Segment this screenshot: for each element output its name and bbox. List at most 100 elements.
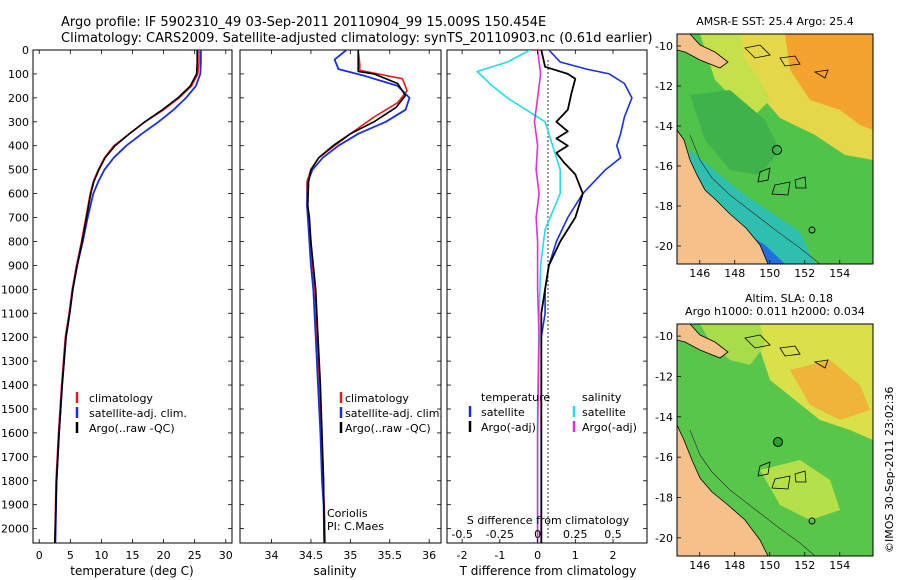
salinity-panel xyxy=(239,49,442,544)
sla-isobath xyxy=(689,429,816,556)
legend-label-argo: Argo(..raw -QC) xyxy=(345,422,431,435)
map-y-tick-label: -18 xyxy=(655,491,673,504)
depth-axis: 0 100 200 300 400 500 600 700 800 900 1000 1100 1200… xyxy=(1,44,647,536)
t-difference-label: T difference from climatology xyxy=(459,564,637,578)
sst-map-frame xyxy=(676,33,874,265)
x-tick-label: 36 xyxy=(422,549,436,562)
series-line-climatology xyxy=(54,50,200,543)
legend-temperature-header: temperature xyxy=(481,391,550,404)
x-tick-label: -2 xyxy=(457,549,468,562)
sla-reefs xyxy=(757,461,807,490)
legend-label-salinity-argo: Argo(-adj) xyxy=(582,421,637,434)
x-tick-label: -1 xyxy=(494,549,505,562)
sla-map-axes: -10 -12 -14 -16 -18 -20 146 148 150 152 154 xyxy=(655,330,850,572)
legend-label-satellite-adj: satellite-adj. clim. xyxy=(345,407,443,420)
depth-tick-label: 0 xyxy=(22,44,29,57)
s-difference-tick-label: 0.5 xyxy=(604,528,622,541)
depth-tick-label: 1700 xyxy=(1,451,29,464)
map-x-tick-label: 146 xyxy=(689,559,710,572)
x-tick-label: 34 xyxy=(265,549,279,562)
depth-tick-label: 700 xyxy=(8,212,29,225)
sla-light-patch xyxy=(760,460,840,520)
map-x-tick-label: 146 xyxy=(689,267,710,280)
x-tick-label: 30 xyxy=(219,549,233,562)
x-tick-label: 5 xyxy=(67,549,74,562)
legend-salinity-header: salinity xyxy=(582,391,622,404)
legend-label-climatology: climatology xyxy=(345,392,409,405)
map-x-tick-label: 150 xyxy=(759,267,780,280)
x-tick-label: 10 xyxy=(94,549,108,562)
title-line-2: Climatology: CARS2009. Satellite-adjuste… xyxy=(61,31,653,46)
sla-map xyxy=(677,324,873,556)
legend-label-climatology: climatology xyxy=(89,392,153,405)
map-y-tick-label: -14 xyxy=(655,120,673,133)
depth-tick-label: 1400 xyxy=(1,379,29,392)
series-line-argo-raw-qc xyxy=(54,50,198,543)
depth-tick-label: 800 xyxy=(8,235,29,248)
salinity-x-axis: 34 34.5 35 35.5 36 xyxy=(265,50,436,562)
sla-secondary-marker xyxy=(808,517,816,525)
legend-label-temperature-argo: Argo(-adj) xyxy=(481,421,536,434)
depth-tick-label: 1500 xyxy=(1,403,29,416)
sla-map-title-line-1: Altim. SLA: 0.18 xyxy=(745,292,833,305)
series-line-temperature-satellite xyxy=(540,50,633,543)
map-x-tick-label: 154 xyxy=(829,267,850,280)
map-x-tick-label: 148 xyxy=(724,267,745,280)
sst-isobath xyxy=(689,134,821,264)
sla-png-land xyxy=(677,324,729,359)
map-y-tick-label: -14 xyxy=(655,411,673,424)
s-difference-tick-label: -0.5 xyxy=(451,528,472,541)
series-line-satellite-adj-clim xyxy=(306,50,411,543)
x-tick-label: 35.5 xyxy=(378,549,403,562)
sst-reefs xyxy=(757,167,807,196)
legend-label-satellite-adj: satellite-adj. clim. xyxy=(89,407,187,420)
legend-label-temperature-satellite: satellite xyxy=(481,406,525,419)
map-y-tick-label: -16 xyxy=(655,160,673,173)
map-x-tick-label: 148 xyxy=(724,559,745,572)
depth-tick-label: 1200 xyxy=(1,331,29,344)
sst-land xyxy=(677,129,769,264)
sla-map-frame xyxy=(676,323,874,557)
map-y-tick-label: -20 xyxy=(655,240,673,253)
x-tick-label: 34.5 xyxy=(299,549,324,562)
sst-cool-patch xyxy=(690,90,780,175)
s-difference-tick-label: 0 xyxy=(534,528,541,541)
sla-orange-patch xyxy=(790,360,870,420)
depth-tick-label: 500 xyxy=(8,164,29,177)
depth-tick-label: 1800 xyxy=(1,475,29,488)
map-y-tick-label: -18 xyxy=(655,200,673,213)
x-tick-label: 1 xyxy=(572,549,579,562)
sla-land xyxy=(677,424,769,556)
map-x-tick-label: 152 xyxy=(794,267,815,280)
sst-map-axes: -10 -12 -14 -16 -18 -20 146 148 150 152 154 xyxy=(655,40,850,280)
temperature-legend: climatology satellite-adj. clim. Argo(..… xyxy=(75,392,187,435)
x-tick-label: 0 xyxy=(534,549,541,562)
salinity-legend: climatology satellite-adj. clim. Argo(..… xyxy=(339,392,443,435)
difference-legend: temperature salinity satellite Argo(-adj… xyxy=(468,391,637,434)
map-x-tick-label: 152 xyxy=(794,559,815,572)
s-difference-tick-label: 0.25 xyxy=(563,528,588,541)
map-x-tick-label: 150 xyxy=(759,559,780,572)
salinity-x-label: salinity xyxy=(313,564,356,578)
sla-islands xyxy=(744,334,829,369)
difference-series-lines xyxy=(476,50,633,543)
sst-warm-band xyxy=(735,34,873,160)
sst-map xyxy=(677,34,873,264)
series-line-argo-raw-qc xyxy=(306,50,407,543)
series-line-salinity-satellite xyxy=(476,50,562,543)
series-line-salinity-argo-adj xyxy=(533,50,542,543)
map-y-tick-label: -16 xyxy=(655,451,673,464)
pi-label: PI: C.Maes xyxy=(327,520,384,533)
x-tick-label: 2 xyxy=(610,549,617,562)
difference-x-axis: -2 -1 0 1 2 xyxy=(457,50,617,562)
depth-tick-label: 1300 xyxy=(1,355,29,368)
legend-label-salinity-satellite: satellite xyxy=(582,406,626,419)
data-centre-label: Coriolis xyxy=(327,507,368,520)
depth-tick-label: 1000 xyxy=(1,283,29,296)
series-line-temperature-argo-adj xyxy=(540,50,584,543)
series-line-satellite-adj-clim xyxy=(54,50,202,543)
depth-tick-label: 200 xyxy=(8,92,29,105)
map-y-tick-label: -12 xyxy=(655,370,673,383)
s-difference-tick-label: -0.25 xyxy=(486,528,514,541)
